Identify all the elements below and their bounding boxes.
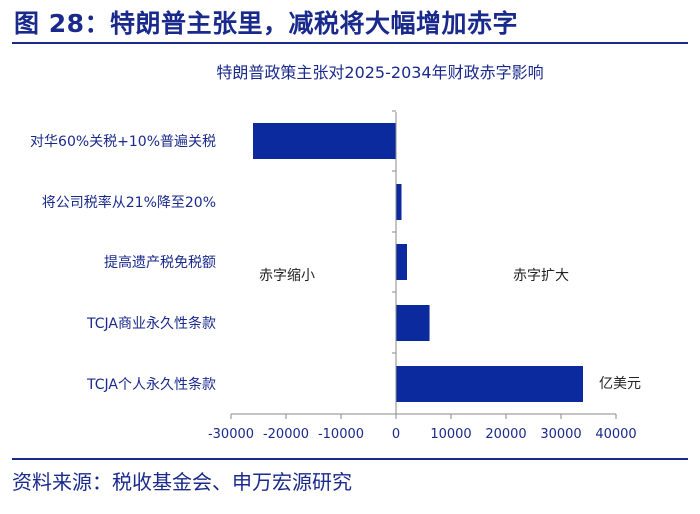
bar-1 xyxy=(253,123,396,159)
bar-4 xyxy=(396,305,430,341)
bar-2 xyxy=(396,184,402,220)
category-label: TCJA个人永久性条款 xyxy=(86,376,216,393)
x-tick-label: -20000 xyxy=(263,427,309,442)
x-tick-label: 40000 xyxy=(595,427,636,442)
bar-5 xyxy=(396,366,583,402)
source-divider xyxy=(12,458,688,460)
category-label: TCJA商业永久性条款 xyxy=(86,315,216,332)
x-tick-label: 30000 xyxy=(540,427,581,442)
source-note: 资料来源：税收基金会、申万宏源研究 xyxy=(12,470,352,494)
annotation-deficit-increase: 赤字扩大 xyxy=(513,268,569,284)
figure-title: 图 28：特朗普主张里，减税将大幅增加赤字 xyxy=(14,9,518,38)
x-tick-label: 20000 xyxy=(485,427,526,442)
category-label: 对华60%关税+10%普遍关税 xyxy=(30,134,216,150)
bar-chart: 特朗普政策主张对2025-2034年财政赤字影响 -30000 -20000 -10… xyxy=(30,63,641,442)
unit-label: 亿美元 xyxy=(599,376,641,392)
chart-title: 特朗普政策主张对2025-2034年财政赤字影响 xyxy=(216,63,543,82)
title-divider xyxy=(12,42,688,44)
category-label: 提高遗产税免税额 xyxy=(104,254,216,271)
x-tick-label: 10000 xyxy=(430,427,471,442)
annotation-deficit-decrease: 赤字缩小 xyxy=(259,268,315,284)
x-tick-label: -30000 xyxy=(208,427,254,442)
x-tick-label: -10000 xyxy=(318,427,364,442)
bar-3 xyxy=(396,244,407,280)
category-label: 将公司税率从21%降至20% xyxy=(42,194,216,211)
x-tick-label: 0 xyxy=(392,427,400,442)
